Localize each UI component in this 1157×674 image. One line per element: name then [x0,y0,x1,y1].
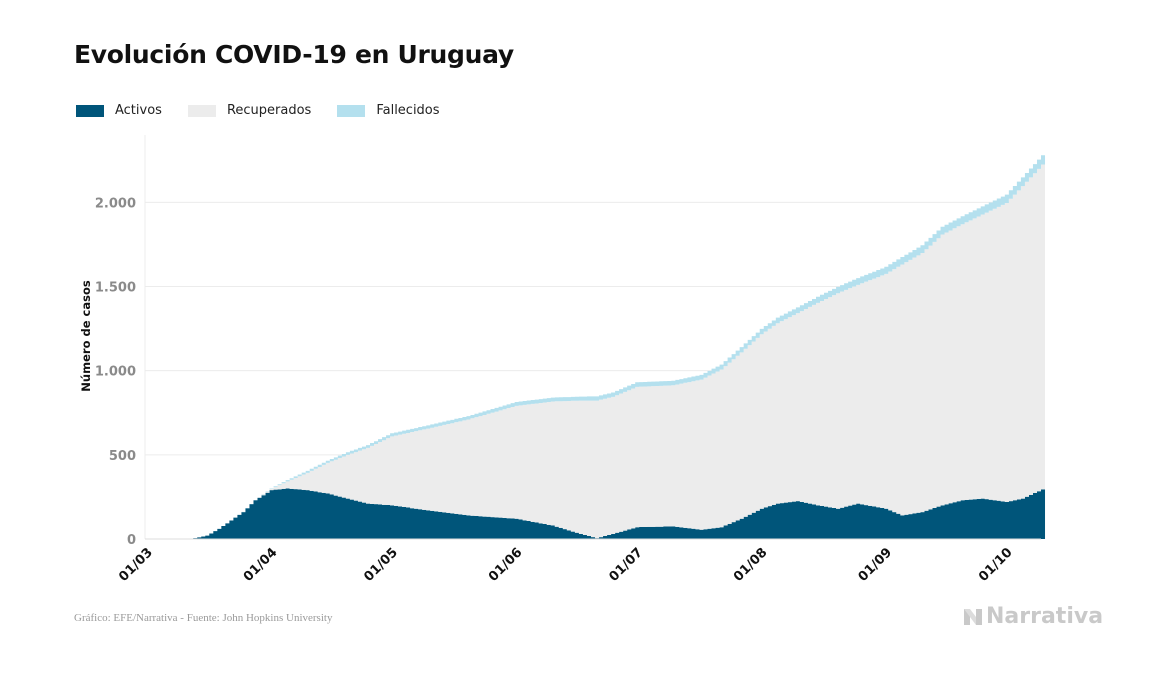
x-tick-label: 01/06 [486,545,526,585]
x-tick-label: 01/07 [606,545,646,585]
y-tick-label: 1.000 [95,365,136,380]
legend-label-fallecidos: Fallecidos [376,103,440,118]
legend-swatch-recuperados [187,104,216,117]
area-recuperados [193,164,1046,539]
legend-item-recuperados: Recuperados [187,103,312,118]
area-layer [193,155,1046,539]
x-tick-label: 01/05 [361,545,401,585]
y-tick-label: 500 [109,449,136,464]
source-note: Gráfico: EFE/Narrativa - Fuente: John Ho… [74,612,333,624]
chart-title: Evolución COVID-19 en Uruguay [74,40,514,69]
y-tick-label: 0 [127,533,136,548]
x-tick-label: 01/09 [856,545,896,585]
brand-logo: Narrativa [963,604,1103,629]
y-tick-label: 2.000 [95,196,136,211]
legend-label-activos: Activos [115,103,162,118]
legend-label-recuperados: Recuperados [226,103,312,118]
narrativa-logo-icon [964,608,982,625]
y-axis-label: Número de casos [79,280,93,392]
x-tick-label: 01/04 [241,545,281,585]
area-activos [193,488,1046,539]
chart-legend: Activos Recuperados Fallecidos [76,103,466,118]
x-tick-label: 01/08 [731,545,771,585]
legend-item-fallecidos: Fallecidos [337,103,440,118]
x-tick-label: 01/03 [116,545,156,585]
legend-swatch-activos [76,104,104,117]
y-tick-label: 1.500 [95,281,136,296]
legend-swatch-fallecidos [337,104,366,117]
legend-item-activos: Activos [76,103,162,118]
x-tick-label: 01/10 [976,545,1016,585]
brand-name: Narrativa [986,604,1104,629]
